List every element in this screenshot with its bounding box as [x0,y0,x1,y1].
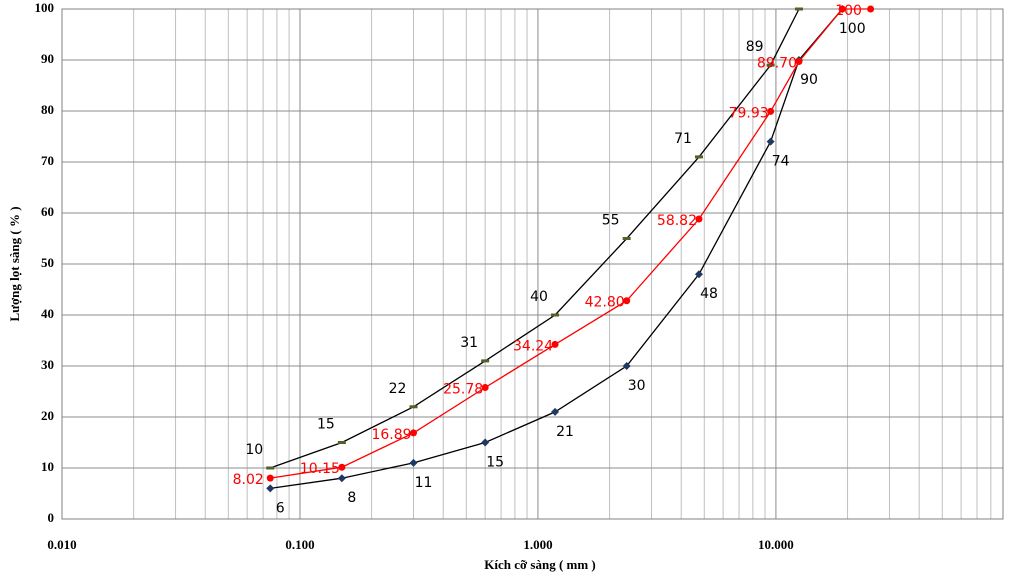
data-label: 100 [835,3,862,19]
data-label: 34.24 [513,338,553,354]
marker [481,438,490,447]
data-label: 25.78 [443,382,483,398]
marker [767,107,775,115]
y-tick-label: 70 [41,153,54,168]
data-label: 22 [389,381,407,397]
data-label: 42.80 [585,295,625,311]
y-tick-label: 20 [41,408,54,423]
marker [867,5,875,13]
data-label: 16.89 [371,427,411,443]
data-label: 74 [772,154,790,170]
data-label: 89 [746,39,764,55]
marker [409,458,418,467]
x-tick-label: 0.010 [47,537,76,552]
y-axis-title: Lượng lọt sàng ( % ) [7,206,22,321]
x-tick-label: 10.000 [758,537,794,552]
series-line [270,8,843,490]
y-tick-label: 60 [41,204,54,219]
x-axis-title: Kích cỡ sàng ( mm ) [484,557,596,572]
marker [622,362,631,370]
data-label: 15 [486,455,504,471]
marker [694,270,703,279]
marker [838,5,846,13]
y-tick-label: 50 [41,255,54,270]
data-label: 100 [839,21,866,37]
y-tick-label: 0 [48,510,55,525]
marker [551,407,560,416]
marker [338,463,346,471]
marker [694,155,703,159]
marker [766,63,775,67]
y-tick-label: 100 [35,0,55,15]
data-label: 48 [700,286,718,302]
plot-border [61,8,1004,520]
data-label: 71 [674,131,692,147]
data-label: 10 [245,442,263,458]
marker [622,237,631,240]
y-tick-label: 40 [41,306,54,321]
marker [794,7,803,11]
data-label: 58.82 [657,213,697,229]
data-label: 8 [347,490,356,506]
data-label: 8.02 [233,472,264,488]
marker [266,484,275,493]
y-tick-label: 30 [41,357,54,372]
marker [266,466,275,470]
marker [481,359,490,363]
marker [266,474,274,482]
marker [551,313,560,317]
data-label: 21 [556,424,574,440]
marker [695,215,703,223]
series-line [270,8,871,479]
series-line [269,8,800,469]
data-label: 90 [800,72,818,88]
marker [337,474,346,483]
data-label: 30 [628,378,646,394]
marker [337,441,346,444]
marker [623,297,631,305]
data-label: 11 [415,475,433,491]
marker [551,340,559,348]
data-label: 89.70 [757,56,797,72]
x-tick-label: 0.100 [285,537,314,552]
y-tick-label: 80 [41,102,54,117]
data-label: 55 [602,213,620,229]
data-label: 31 [460,335,478,351]
marker [410,429,418,437]
marker [766,137,775,146]
marker [481,384,489,392]
y-tick-label: 90 [41,51,54,66]
y-tick-label: 10 [41,459,54,474]
data-label: 6 [276,500,285,516]
data-label: 10.15 [300,461,340,477]
data-label: 40 [530,289,548,305]
x-tick-label: 1.000 [523,537,552,552]
data-label: 79.93 [729,105,769,121]
marker [409,405,418,409]
data-label: 15 [317,417,335,433]
marker [795,58,803,66]
